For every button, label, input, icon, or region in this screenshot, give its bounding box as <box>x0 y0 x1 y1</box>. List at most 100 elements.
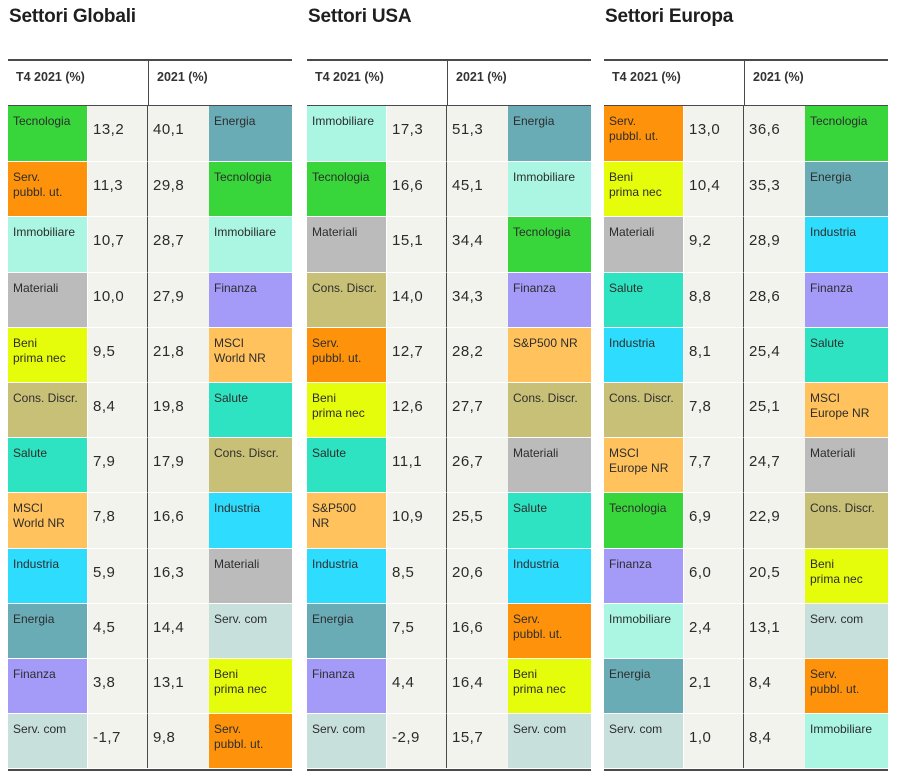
q4-sector-label: Salute <box>13 446 48 461</box>
table-row: Salute 7,9 17,9 Cons. Discr. <box>8 437 292 493</box>
year-sector-label: Salute <box>513 501 548 516</box>
year-value: 8,4 <box>749 674 772 691</box>
q4-sector-cell: Beni prima nec <box>307 382 387 438</box>
q4-sector-label: Materiali <box>609 225 655 240</box>
q4-value: 11,1 <box>392 453 423 471</box>
q4-value-cell: 11,1 <box>387 437 447 493</box>
column-header-q4: T4 2021 (%) <box>8 61 148 106</box>
q4-value: 10,7 <box>93 232 125 250</box>
q4-sector-cell: S&P500 NR <box>307 492 387 548</box>
q4-sector-cell: MSCI World NR <box>8 492 88 548</box>
q4-value-cell: 10,9 <box>387 492 447 548</box>
year-sector-label: Cons. Discr. <box>810 501 875 516</box>
year-value: 16,6 <box>452 618 484 636</box>
q4-value: 13,2 <box>93 121 125 138</box>
q4-sector-label: S&P500 NR <box>312 501 357 531</box>
year-value: 13,1 <box>153 674 185 691</box>
column-header-year: 2021 (%) <box>148 61 292 106</box>
year-sector-cell: Industria <box>805 216 888 272</box>
year-value-cell: 20,5 <box>744 547 805 603</box>
year-value-cell: 25,1 <box>744 382 805 438</box>
q4-sector-label: Immobiliare <box>13 225 76 240</box>
year-value-cell: 34,3 <box>447 271 508 327</box>
q4-value: 10,4 <box>689 177 721 195</box>
year-value: 20,5 <box>749 563 781 581</box>
year-sector-cell: MSCI Europe NR <box>805 382 888 438</box>
year-value-cell: 27,9 <box>148 271 209 327</box>
q4-sector-cell: Cons. Discr. <box>8 382 88 438</box>
sector-table: T4 2021 (%) 2021 (%) Tecnologia 13,2 40,1 E… <box>8 59 292 771</box>
q4-sector-label: Serv. com <box>13 722 67 737</box>
year-sector-cell: Serv. pubbl. ut. <box>508 602 591 658</box>
q4-sector-cell: Immobiliare <box>8 216 88 272</box>
q4-value: 8,1 <box>689 342 712 360</box>
q4-sector-cell: Cons. Discr. <box>604 382 684 438</box>
column-header-q4: T4 2021 (%) <box>307 61 447 106</box>
year-value: 22,9 <box>749 508 781 526</box>
q4-value-cell: 15,1 <box>387 216 447 272</box>
year-value: 16,3 <box>153 563 185 581</box>
year-value: 25,5 <box>452 508 484 526</box>
year-value-cell: 8,4 <box>744 658 805 714</box>
q4-sector-cell: Salute <box>8 437 88 493</box>
q4-sector-cell: Serv. com <box>307 713 387 769</box>
year-value: 9,8 <box>153 729 176 747</box>
q4-value-cell: 3,8 <box>88 658 148 714</box>
q4-value-cell: -2,9 <box>387 713 447 769</box>
year-value: 17,9 <box>153 453 185 471</box>
table-row: Serv. pubbl. ut. 11,3 29,8 Tecnologia <box>8 161 292 217</box>
q4-value-cell: 10,4 <box>684 161 744 217</box>
q4-sector-label: Salute <box>312 446 347 461</box>
year-value: 27,7 <box>452 398 484 415</box>
year-sector-cell: Beni prima nec <box>805 547 888 603</box>
year-value-cell: 25,4 <box>744 326 805 382</box>
q4-sector-label: Energia <box>609 667 651 681</box>
year-value-cell: 22,9 <box>744 492 805 548</box>
table-row: Tecnologia 6,9 22,9 Cons. Discr. <box>604 492 888 548</box>
year-sector-cell: Tecnologia <box>805 106 888 162</box>
panel-europe: Settori Europa T4 2021 (%) 2021 (%) Serv… <box>604 0 888 778</box>
q4-sector-cell: Energia <box>8 602 88 658</box>
year-value-cell: 14,4 <box>148 602 209 658</box>
q4-value-cell: 8,8 <box>684 271 744 327</box>
table-row: Serv. pubbl. ut. 13,0 36,6 Tecnologia <box>604 106 888 162</box>
q4-sector-cell: Finanza <box>604 547 684 603</box>
q4-sector-cell: Salute <box>307 437 387 493</box>
q4-value-cell: 13,2 <box>88 106 148 162</box>
q4-sector-label: Serv. com <box>609 722 663 737</box>
q4-sector-label: Industria <box>13 556 60 571</box>
column-header-year-label: 2021 (%) <box>753 70 804 84</box>
column-header-q4-label: T4 2021 (%) <box>315 70 384 84</box>
year-value: 28,6 <box>749 287 781 305</box>
q4-sector-cell: Beni prima nec <box>8 326 88 382</box>
q4-sector-label: Immobiliare <box>312 114 375 128</box>
year-value: 21,8 <box>153 342 185 360</box>
year-sector-cell: Energia <box>805 161 888 217</box>
year-value-cell: 16,6 <box>148 492 209 548</box>
q4-sector-label: Tecnologia <box>609 501 667 516</box>
panel-title: Settori USA <box>308 6 412 27</box>
year-sector-cell: Salute <box>209 382 292 438</box>
year-sector-label: Serv. com <box>214 611 268 626</box>
q4-sector-cell: Serv. com <box>604 713 684 769</box>
q4-sector-cell: Energia <box>307 602 387 658</box>
year-value-cell: 28,7 <box>148 216 209 272</box>
panel-global: Settori Globali T4 2021 (%) 2021 (%) Tec… <box>8 0 292 778</box>
q4-value-cell: 10,0 <box>88 271 148 327</box>
q4-value: 3,8 <box>93 674 116 691</box>
table-row: Serv. com -1,7 9,8 Serv. pubbl. ut. <box>8 713 292 769</box>
year-value-cell: 28,2 <box>447 326 508 382</box>
year-value: 19,8 <box>153 398 185 415</box>
q4-value-cell: 13,0 <box>684 106 744 162</box>
year-sector-label: Beni prima nec <box>513 667 566 696</box>
year-sector-cell: Beni prima nec <box>209 658 292 714</box>
q4-sector-cell: Beni prima nec <box>604 161 684 217</box>
year-sector-cell: Energia <box>508 106 591 162</box>
year-value: 25,4 <box>749 342 781 360</box>
year-sector-label: Materiali <box>810 446 856 461</box>
q4-sector-label: Beni prima nec <box>312 391 365 420</box>
year-sector-label: Serv. com <box>810 611 864 626</box>
q4-value-cell: 7,7 <box>684 437 744 493</box>
q4-sector-cell: Materiali <box>8 271 88 327</box>
q4-sector-cell: Materiali <box>307 216 387 272</box>
